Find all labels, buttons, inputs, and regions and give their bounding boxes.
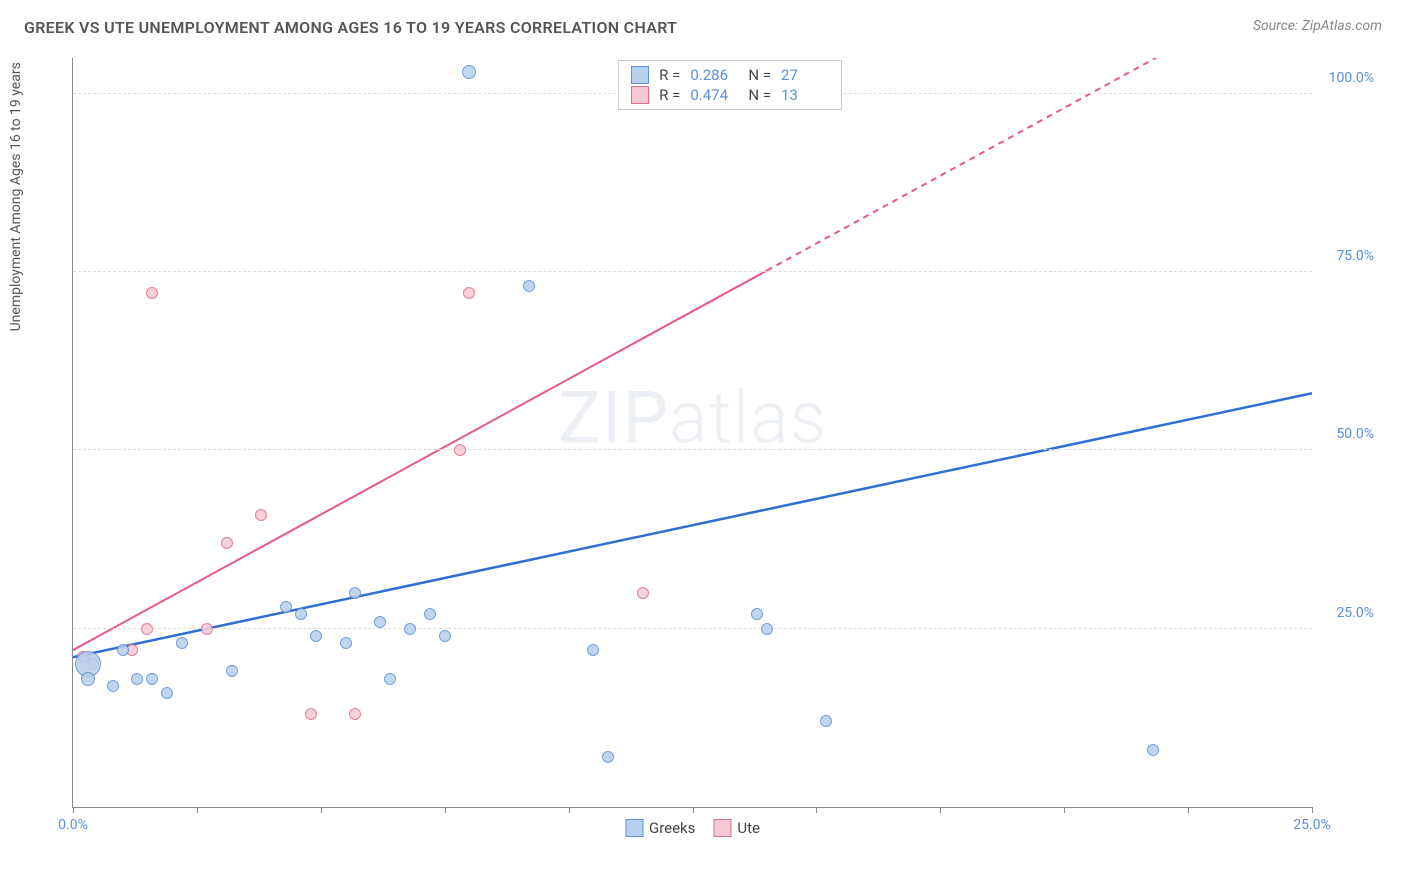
data-point bbox=[751, 608, 763, 620]
data-point bbox=[463, 287, 475, 299]
n-label: N = bbox=[748, 86, 771, 104]
data-point bbox=[761, 623, 773, 635]
data-point bbox=[424, 608, 436, 620]
data-point bbox=[602, 751, 614, 763]
series-legend: Greeks Ute bbox=[625, 819, 760, 837]
data-point bbox=[146, 673, 158, 685]
data-point bbox=[637, 587, 649, 599]
gridline bbox=[73, 628, 1312, 629]
data-point bbox=[462, 65, 476, 79]
legend-label: Ute bbox=[737, 819, 760, 837]
data-point bbox=[280, 601, 292, 613]
y-tick-label: 100.0% bbox=[1329, 70, 1374, 86]
data-point bbox=[340, 637, 352, 649]
data-point bbox=[349, 708, 361, 720]
data-point bbox=[131, 673, 143, 685]
data-point bbox=[454, 444, 466, 456]
x-tick bbox=[1064, 807, 1065, 813]
x-tick bbox=[569, 807, 570, 813]
data-point bbox=[81, 672, 95, 686]
x-tick bbox=[73, 807, 74, 813]
data-point bbox=[141, 623, 153, 635]
data-point bbox=[439, 630, 451, 642]
data-point bbox=[1147, 744, 1159, 756]
x-tick bbox=[816, 807, 817, 813]
data-point bbox=[221, 537, 233, 549]
data-point bbox=[523, 280, 535, 292]
data-point bbox=[349, 587, 361, 599]
x-tick bbox=[940, 807, 941, 813]
x-tick-label: 25.0% bbox=[1293, 817, 1331, 833]
trend-lines bbox=[73, 58, 1312, 807]
data-point bbox=[305, 708, 317, 720]
legend-swatch bbox=[625, 819, 643, 837]
data-point bbox=[374, 616, 386, 628]
data-point bbox=[820, 715, 832, 727]
legend-row: R = 0.474 N = 13 bbox=[631, 85, 829, 105]
n-label: N = bbox=[748, 66, 771, 84]
gridline bbox=[73, 449, 1312, 450]
legend-item: Ute bbox=[713, 819, 760, 837]
plot-area: ZIPatlas R = 0.286 N = 27 R = 0.474 N = … bbox=[72, 58, 1312, 808]
y-tick-label: 75.0% bbox=[1336, 248, 1374, 264]
data-point bbox=[384, 673, 396, 685]
chart-title: GREEK VS UTE UNEMPLOYMENT AMONG AGES 16 … bbox=[24, 18, 677, 37]
x-tick bbox=[321, 807, 322, 813]
data-point bbox=[146, 287, 158, 299]
data-point bbox=[176, 637, 188, 649]
data-point bbox=[310, 630, 322, 642]
data-point bbox=[201, 623, 213, 635]
n-value: 13 bbox=[781, 86, 829, 104]
legend-swatch bbox=[631, 66, 649, 84]
r-label: R = bbox=[659, 86, 680, 104]
source-label: Source: ZipAtlas.com bbox=[1253, 18, 1382, 34]
x-tick bbox=[197, 807, 198, 813]
y-tick-label: 50.0% bbox=[1336, 426, 1374, 442]
r-value: 0.286 bbox=[690, 66, 738, 84]
legend-item: Greeks bbox=[625, 819, 695, 837]
data-point bbox=[404, 623, 416, 635]
legend-label: Greeks bbox=[649, 819, 695, 837]
data-point bbox=[587, 644, 599, 656]
chart-container: Unemployment Among Ages 16 to 19 years Z… bbox=[24, 48, 1382, 868]
watermark: ZIPatlas bbox=[558, 375, 827, 460]
legend-row: R = 0.286 N = 27 bbox=[631, 65, 829, 85]
gridline bbox=[73, 271, 1312, 272]
data-point bbox=[226, 665, 238, 677]
data-point bbox=[295, 608, 307, 620]
correlation-legend: R = 0.286 N = 27 R = 0.474 N = 13 bbox=[618, 60, 842, 110]
r-value: 0.474 bbox=[690, 86, 738, 104]
x-tick bbox=[1188, 807, 1189, 813]
header: GREEK VS UTE UNEMPLOYMENT AMONG AGES 16 … bbox=[0, 0, 1406, 45]
y-axis-label: Unemployment Among Ages 16 to 19 years bbox=[8, 62, 24, 331]
data-point bbox=[107, 680, 119, 692]
y-tick-label: 25.0% bbox=[1336, 605, 1374, 621]
data-point bbox=[117, 644, 129, 656]
legend-swatch bbox=[631, 86, 649, 104]
x-tick-label: 0.0% bbox=[58, 817, 88, 833]
data-point bbox=[255, 509, 267, 521]
legend-swatch bbox=[713, 819, 731, 837]
r-label: R = bbox=[659, 66, 680, 84]
x-tick bbox=[1312, 807, 1313, 813]
data-point bbox=[161, 687, 173, 699]
x-tick bbox=[445, 807, 446, 813]
x-tick bbox=[693, 807, 694, 813]
n-value: 27 bbox=[781, 66, 829, 84]
